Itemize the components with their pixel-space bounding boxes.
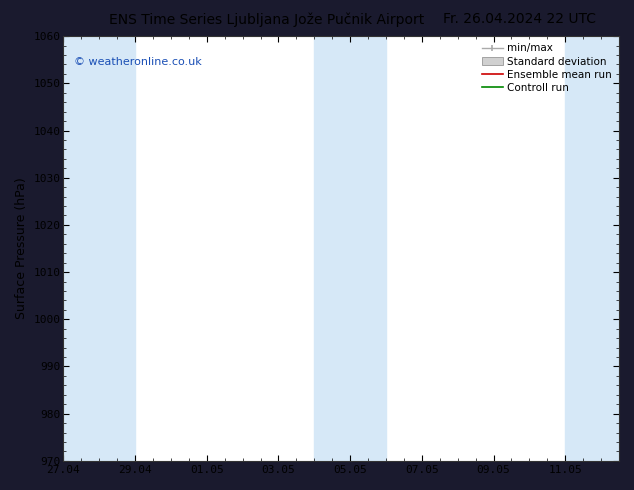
Legend: min/max, Standard deviation, Ensemble mean run, Controll run: min/max, Standard deviation, Ensemble me… <box>478 39 616 97</box>
Text: ENS Time Series Ljubljana Jože Pučnik Airport: ENS Time Series Ljubljana Jože Pučnik Ai… <box>108 12 424 27</box>
Bar <box>63 36 135 461</box>
Bar <box>566 36 619 461</box>
Bar <box>314 36 386 461</box>
Y-axis label: Surface Pressure (hPa): Surface Pressure (hPa) <box>15 177 28 319</box>
Text: Fr. 26.04.2024 22 UTC: Fr. 26.04.2024 22 UTC <box>443 12 597 26</box>
Text: © weatheronline.co.uk: © weatheronline.co.uk <box>74 57 202 68</box>
